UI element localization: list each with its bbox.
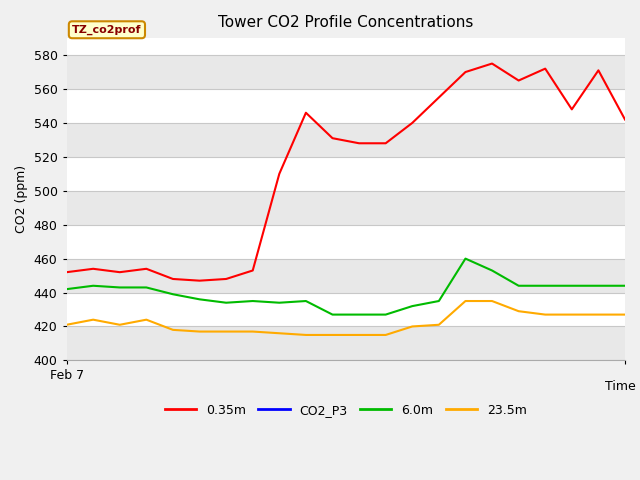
Legend: 0.35m, CO2_P3, 6.0m, 23.5m: 0.35m, CO2_P3, 6.0m, 23.5m	[159, 399, 532, 422]
Title: Tower CO2 Profile Concentrations: Tower CO2 Profile Concentrations	[218, 15, 474, 30]
X-axis label: Time: Time	[605, 380, 636, 393]
Bar	[67, 292, 625, 326]
Text: TZ_co2prof: TZ_co2prof	[72, 24, 141, 35]
Bar	[67, 89, 625, 123]
Bar	[67, 225, 625, 259]
Bar	[67, 326, 625, 360]
Y-axis label: CO2 (ppm): CO2 (ppm)	[15, 165, 28, 233]
Bar	[67, 157, 625, 191]
Bar	[67, 259, 625, 292]
Bar	[67, 191, 625, 225]
Bar	[67, 123, 625, 157]
Bar	[67, 55, 625, 89]
